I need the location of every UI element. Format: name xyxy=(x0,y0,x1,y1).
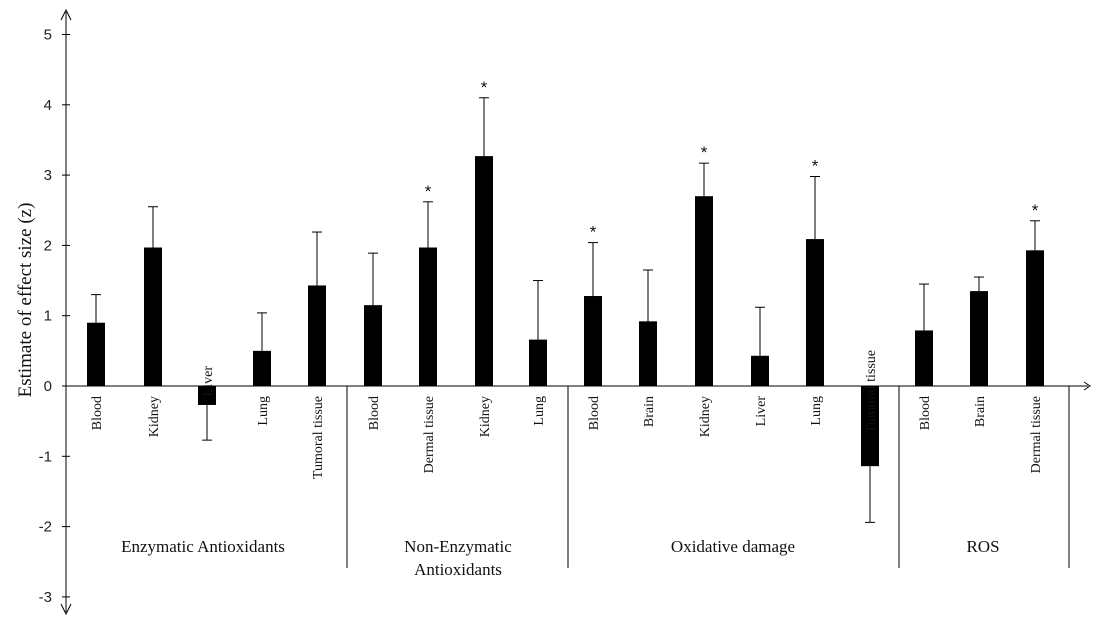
group-label: ROS xyxy=(966,537,999,556)
bar xyxy=(364,305,382,386)
category-label: Lung xyxy=(532,396,547,426)
y-axis-arrow-top xyxy=(60,8,72,21)
category-label: Lung xyxy=(256,396,271,426)
category-label: Brain xyxy=(642,396,657,427)
bar xyxy=(475,156,493,386)
category-label: Liver xyxy=(201,366,216,397)
y-axis-title: Estimate of effect size (z) xyxy=(15,203,36,398)
bar xyxy=(639,321,657,386)
category-label: Dermal tissue xyxy=(1029,396,1044,473)
category-label: Kidney xyxy=(698,396,713,437)
category-label: Tumoral tissue xyxy=(311,396,326,479)
y-tick-label: 5 xyxy=(44,27,52,44)
bar xyxy=(915,330,933,386)
significance-marker: * xyxy=(590,223,597,242)
bar xyxy=(1026,250,1044,386)
bar xyxy=(970,291,988,386)
significance-marker: * xyxy=(425,182,432,201)
y-tick-label: -1 xyxy=(39,448,52,465)
category-label: Kidney xyxy=(478,396,493,437)
significance-marker: * xyxy=(812,157,819,176)
bar xyxy=(419,247,437,386)
bar xyxy=(198,386,216,405)
group-label: Enzymatic Antioxidants xyxy=(121,537,285,556)
category-label: Liver xyxy=(754,396,769,427)
labels-layer: Blood Kidney Liver Lung Tumoral tissue Enzyma… xyxy=(90,78,1044,579)
bar xyxy=(806,239,824,386)
significance-marker: * xyxy=(1032,201,1039,220)
y-tick-label: 3 xyxy=(44,167,52,184)
category-label: Dermal tissue xyxy=(422,396,437,473)
bar xyxy=(861,386,879,467)
axes: 5 4 3 2 1 0 -1 -2 -3 xyxy=(39,8,1091,616)
y-tick-label: 4 xyxy=(44,97,52,114)
category-label: Brain xyxy=(973,396,988,427)
bar xyxy=(695,196,713,386)
x-axis-arrow xyxy=(1083,381,1091,391)
bars-layer xyxy=(87,97,1044,523)
category-label: Blood xyxy=(367,396,382,430)
y-tick-label: -3 xyxy=(39,589,52,606)
group-label: Oxidative damage xyxy=(671,537,795,556)
significance-marker: * xyxy=(701,143,708,162)
group-label: Non-Enzymatic xyxy=(404,537,512,556)
y-axis-arrow-bottom xyxy=(60,603,72,616)
bar xyxy=(529,339,547,386)
bar xyxy=(253,350,271,386)
category-label: Tumoral tissue xyxy=(864,350,879,433)
category-label: Lung xyxy=(809,396,824,426)
y-tick-label: 2 xyxy=(44,237,52,254)
category-label: Blood xyxy=(587,396,602,430)
category-label: Blood xyxy=(918,396,933,430)
y-tick-label: 1 xyxy=(44,308,52,325)
y-tick-label: -2 xyxy=(39,519,52,536)
bar xyxy=(308,285,326,386)
category-label: Kidney xyxy=(147,396,162,437)
bar xyxy=(144,247,162,386)
y-tick-label: 0 xyxy=(44,378,52,395)
significance-marker: * xyxy=(481,78,488,97)
bar xyxy=(751,355,769,386)
bar xyxy=(87,322,105,386)
group-label: Antioxidants xyxy=(414,560,502,579)
bar xyxy=(584,296,602,386)
category-label: Blood xyxy=(90,396,105,430)
